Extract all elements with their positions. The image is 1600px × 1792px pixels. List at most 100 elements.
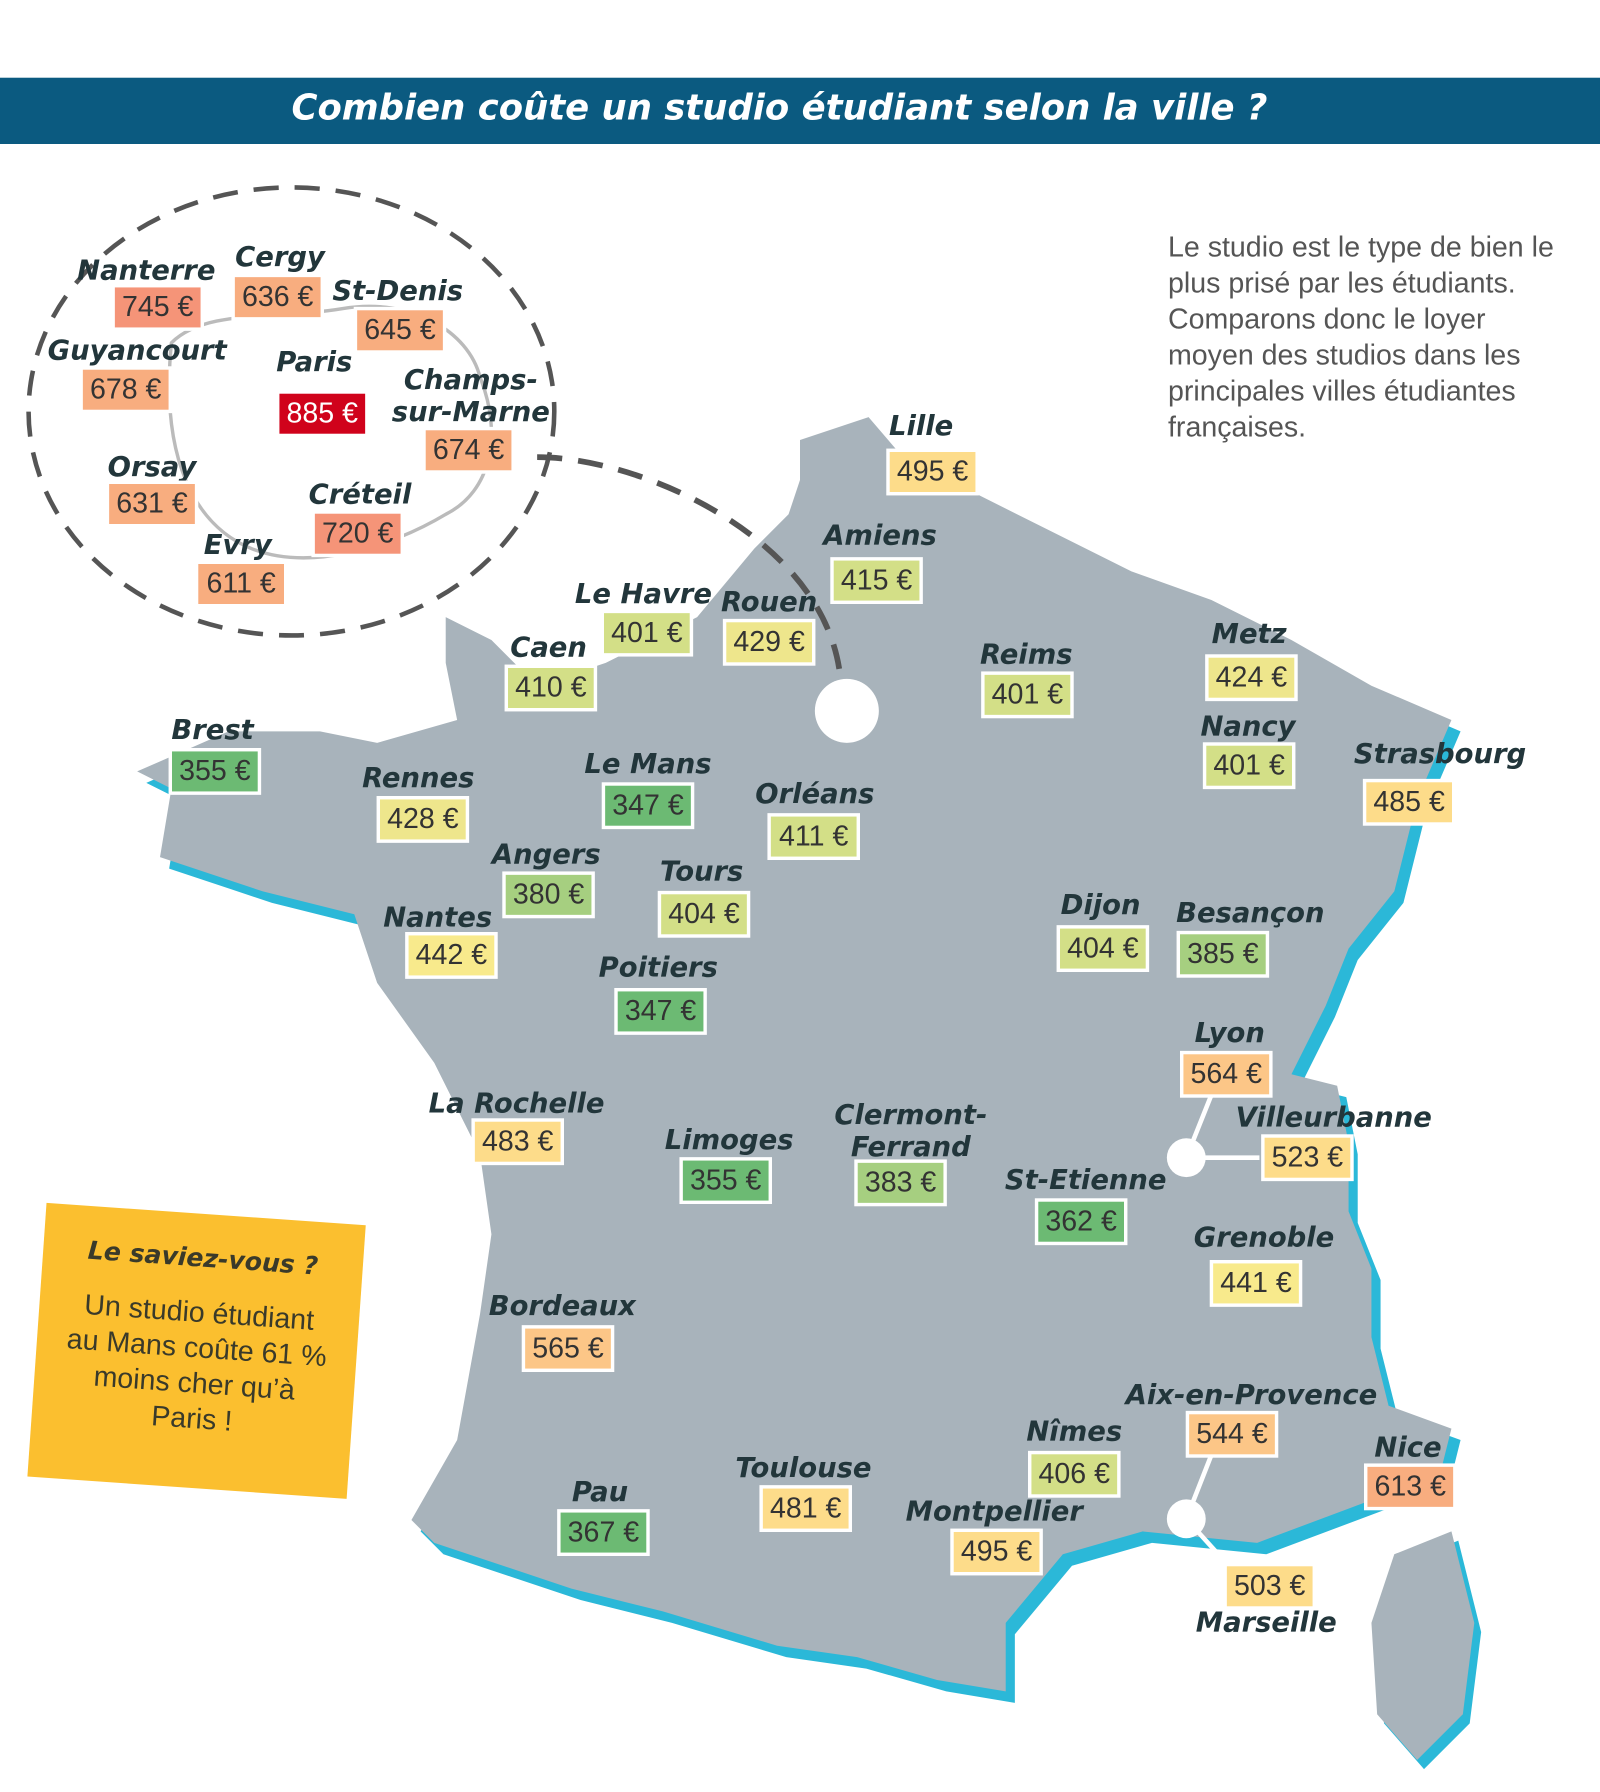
city: Villeurbanne 523 € [1236,1102,1432,1182]
city: Nice 613 € [1364,1433,1457,1511]
city-name: Angers [490,840,601,871]
price-box [600,609,694,657]
intro-line: françaises. [1168,412,1306,444]
city-name: Besançon [1176,898,1324,929]
city-name: Orsay [108,452,198,483]
city: La Rochelle 483 € [429,1089,605,1166]
price-box [759,1485,852,1532]
price-box [231,273,324,321]
price: 404 € [1067,932,1139,964]
price: 745 € [122,291,194,323]
city: Bordeaux 565 € [489,1291,637,1372]
price: 544 € [1196,1418,1268,1450]
city-name: Paris [276,347,352,378]
city-name: Brest [171,715,254,746]
price-box [950,1528,1043,1576]
city-name: Toulouse [735,1453,871,1484]
price-box [1364,1463,1457,1511]
price-box [376,795,470,843]
note-line: Paris ! [150,1400,233,1438]
city: Rennes 428 € [362,763,474,843]
price: 385 € [1187,938,1259,970]
city: Créteil 720 € [309,480,412,558]
city: Strasbourg 485 € [1354,739,1526,826]
price: 424 € [1216,661,1288,693]
city: Montpellier 495 € [906,1497,1085,1576]
price-box [194,560,288,608]
city-name: Caen [510,633,587,664]
price: 411 € [779,820,848,852]
city: Cergy 636 € [231,242,326,321]
city: Paris 885 € [276,347,369,438]
price-box [502,871,595,919]
price: 720 € [322,517,394,549]
city-name: Cergy [235,242,326,273]
intro-text: Le studio est le type de bien le plus pri… [1168,232,1554,444]
price: 645 € [364,314,436,346]
price-box [1261,1134,1354,1182]
price-box [722,618,816,666]
price-box [981,671,1074,719]
price-box [1028,1450,1121,1498]
france-map [137,417,1482,1770]
city: Amiens 415 € [821,521,937,604]
city-name: Bordeaux [489,1291,637,1322]
note-background [27,1202,366,1499]
city-name: Le Mans [584,749,711,780]
city-name: Nancy [1200,712,1296,743]
city: Lyon 564 € [1180,1018,1273,1098]
city: Tours 404 € [657,857,751,938]
city-name: Aix-en-Provence [1124,1380,1378,1411]
price-box [1205,654,1298,702]
price: 611 € [206,568,275,600]
city-name: Champs- [404,365,538,396]
price-box [1034,1198,1128,1246]
price-box [471,1118,564,1166]
price: 636 € [242,281,314,313]
city: St-Denis 645 € [332,276,463,354]
city: Pau 367 € [557,1477,650,1556]
city-name: Limoges [665,1125,794,1156]
city: Orléans 411 € [755,779,874,860]
city-name: La Rochelle [429,1089,605,1120]
city: Rouen 429 € [721,587,817,666]
city-name: Le Havre [575,579,712,610]
marseille-marker [1166,1499,1206,1539]
city-name: Lille [889,411,953,442]
price: 885 € [287,397,359,429]
price-box [557,1509,650,1556]
price-box [1056,925,1150,972]
price: 485 € [1373,786,1445,818]
price: 481 € [770,1492,842,1524]
price: 429 € [733,626,805,658]
city-name: Villeurbanne [1236,1102,1432,1133]
city: Caen 410 € [504,633,598,712]
price: 564 € [1191,1058,1263,1090]
price: 401 € [611,617,683,649]
price: 428 € [387,803,459,835]
price-box [1176,930,1270,978]
price-box [405,931,498,979]
city: Nanterre 745 € [77,255,215,331]
price-box [657,890,751,938]
city: Toulouse 481 € [735,1453,871,1532]
city-name: Montpellier [906,1497,1085,1528]
price-box [1202,742,1296,790]
price: 631 € [116,488,188,520]
price-box [1209,1260,1303,1307]
price-box [521,1325,615,1372]
city: Marseille 503 € [1196,1562,1337,1639]
price-box [168,747,262,795]
city-name: St-Etienne [1005,1165,1167,1196]
price: 355 € [690,1164,762,1196]
city: Nancy 401 € [1200,712,1297,790]
price: 347 € [625,995,697,1027]
price: 401 € [992,679,1064,711]
intro-line: Le studio est le type de bien le [1168,232,1554,264]
city: Nantes 442 € [383,902,498,979]
city-name: Nantes [383,902,492,933]
city: Champs-sur-Marne 674 € [392,365,550,474]
price: 355 € [179,755,251,787]
